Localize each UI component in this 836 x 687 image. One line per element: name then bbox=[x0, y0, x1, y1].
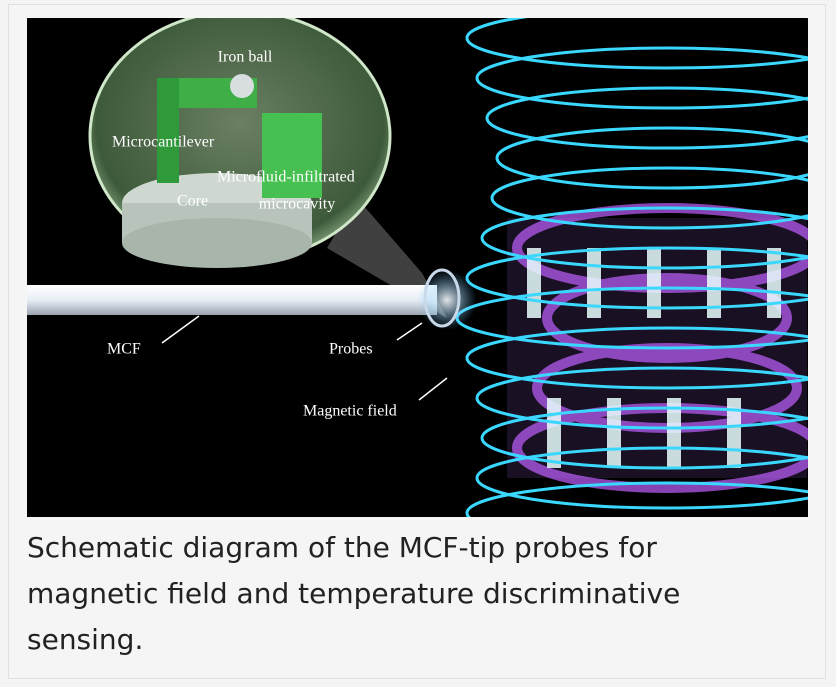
label: Iron ball bbox=[218, 49, 273, 66]
label: Microcantilever bbox=[112, 134, 215, 151]
label: microcavity bbox=[259, 196, 335, 213]
probe-ring bbox=[423, 268, 461, 328]
glow bbox=[417, 270, 477, 330]
label: MCF bbox=[107, 341, 141, 358]
arrows bbox=[161, 315, 448, 401]
probe-model bbox=[122, 74, 322, 268]
label: Probes bbox=[329, 341, 373, 358]
fiber bbox=[27, 285, 437, 315]
label: Magnetic field bbox=[303, 403, 397, 420]
label: Microfluid-infiltrated bbox=[217, 169, 355, 186]
field-lines bbox=[455, 18, 808, 517]
figure-image: Iron ball Microcantilever Microfluid-inf… bbox=[27, 18, 808, 517]
caption: Schematic diagram of the MCF-tip probes … bbox=[27, 531, 681, 656]
label: Core bbox=[177, 193, 208, 210]
